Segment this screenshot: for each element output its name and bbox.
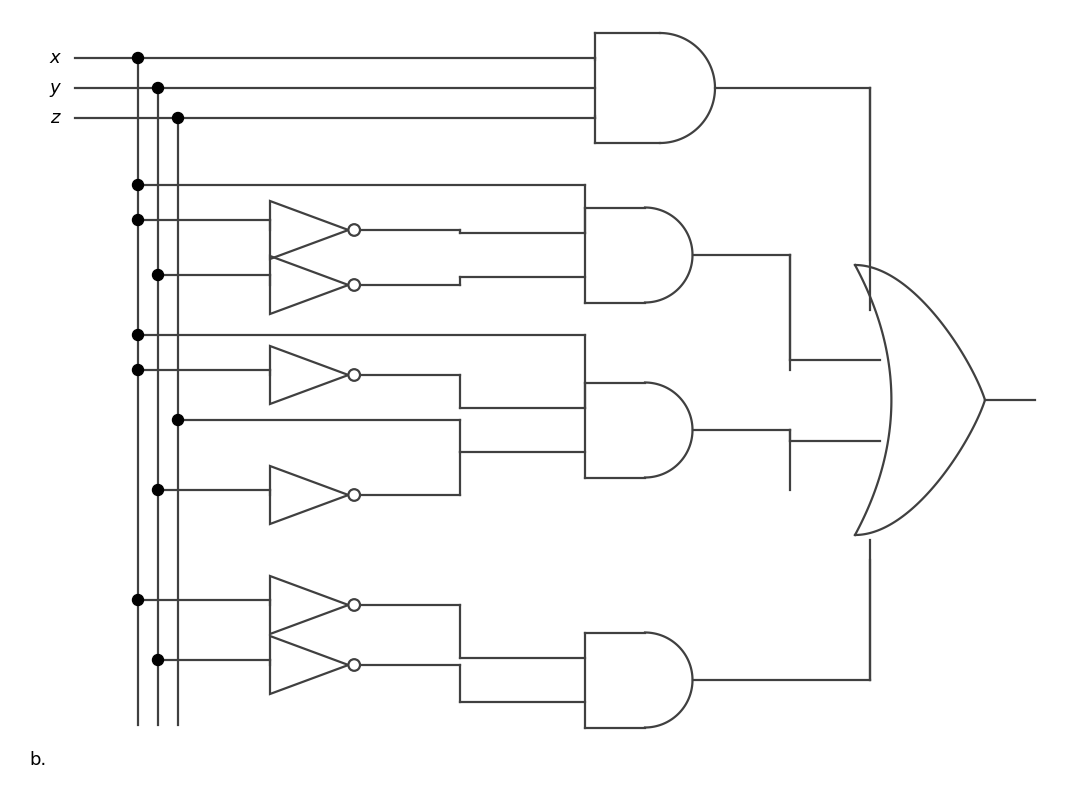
Circle shape [349, 279, 360, 290]
Text: x: x [50, 49, 61, 67]
Circle shape [173, 414, 183, 425]
Circle shape [132, 180, 144, 191]
Circle shape [152, 82, 163, 93]
Text: y: y [50, 79, 61, 97]
Text: b.: b. [30, 751, 47, 769]
Circle shape [349, 599, 360, 610]
Circle shape [349, 224, 360, 235]
Circle shape [132, 595, 144, 606]
Circle shape [132, 365, 144, 376]
Text: z: z [50, 109, 60, 127]
Circle shape [152, 270, 163, 281]
Circle shape [349, 369, 360, 381]
Circle shape [132, 215, 144, 226]
Circle shape [349, 489, 360, 501]
Circle shape [349, 659, 360, 671]
Circle shape [152, 484, 163, 496]
Circle shape [173, 113, 183, 124]
Circle shape [152, 654, 163, 666]
Circle shape [132, 53, 144, 64]
Circle shape [132, 330, 144, 341]
